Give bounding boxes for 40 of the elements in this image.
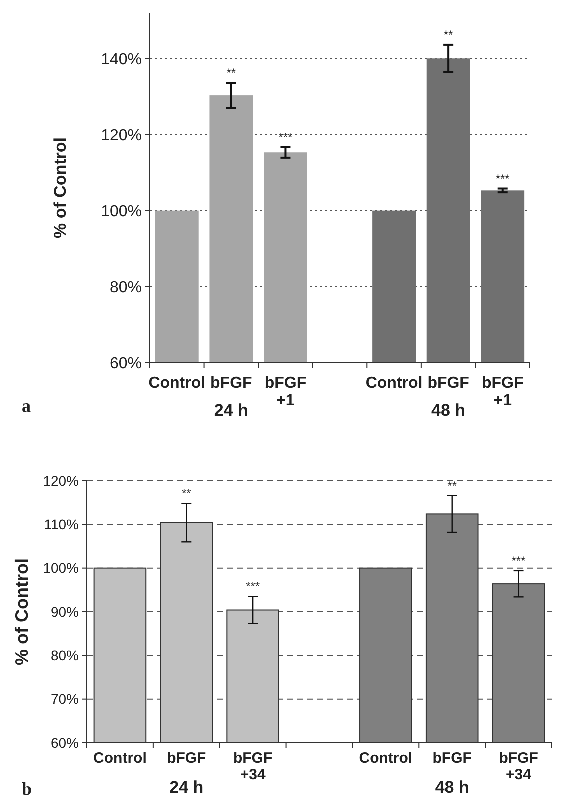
x-tick-label: bFGF +1 [264,375,307,410]
y-tick-label: 100% [101,203,142,220]
y-tick-label: 60% [50,734,79,751]
y-tick-label: 120% [43,472,79,489]
y-tick-label: 90% [50,604,79,620]
y-axis-title: % of Control [12,558,32,666]
data-label: *** [278,130,294,144]
y-tick-label: 110% [44,516,79,533]
x-tick-label: Control [366,375,423,392]
data-label: ** [448,478,458,493]
y-tick-label: 100% [43,560,79,576]
x-tick-label: Control [94,750,147,767]
x-tick-label: Control [359,750,413,767]
text: 24 h [214,401,248,420]
x-tick-label: bFGF +34 [499,750,538,784]
x-tick-label: bFGF [432,750,472,767]
data-label: ** [226,66,236,80]
y-tick-label: 140% [101,51,142,68]
text: b [22,779,32,798]
x-tick-label: bFGF +34 [233,750,273,784]
y-tick-label: 60% [110,356,142,373]
y-tick-label: 70% [50,691,79,708]
text: 48 h [432,401,466,420]
data-label: *** [246,580,260,594]
text: a [22,396,31,416]
data-label: *** [496,172,510,186]
text: 24 h [170,778,204,797]
data-label: *** [512,554,526,568]
x-tick-label: bFGF [210,375,253,392]
y-tick-label: 80% [110,280,142,297]
x-tick-label: bFGF +1 [482,375,524,410]
y-axis-title: % of Control [51,137,70,239]
x-tick-label: Control [148,375,206,392]
x-tick-label: bFGF [167,750,206,767]
data-label: ** [444,28,454,42]
y-tick-label: 80% [50,648,79,664]
data-label: ** [182,486,192,501]
text: 48 h [435,778,470,797]
y-tick-label: 120% [101,127,142,144]
x-tick-label: bFGF [428,375,470,392]
